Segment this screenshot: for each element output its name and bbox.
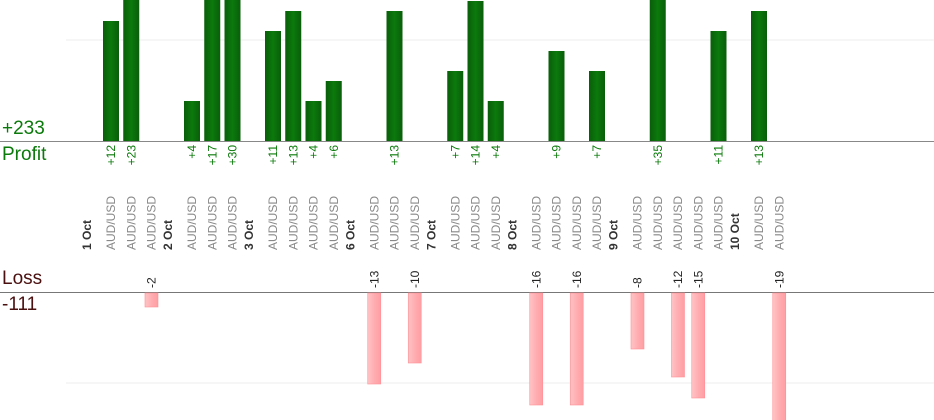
loss-bar: [367, 292, 382, 385]
loss-value-label: -15: [691, 270, 705, 288]
profit-value-label: +13: [388, 145, 402, 166]
profit-value-label: +30: [226, 145, 240, 166]
loss-value-label: -13: [367, 270, 381, 288]
symbol-label: AUD/USD: [651, 196, 665, 250]
symbol-label: AUD/USD: [104, 196, 118, 250]
date-label: 10 Oct: [728, 213, 742, 250]
symbol-label: AUD/USD: [590, 196, 604, 250]
profit-value-label: +12: [104, 145, 118, 166]
profit-bar: [649, 0, 666, 141]
profit-bar: [751, 11, 767, 141]
profit-value-label: +6: [327, 145, 341, 159]
symbol-label: AUD/USD: [185, 196, 199, 250]
profit-value-label: +23: [124, 145, 138, 166]
loss-bar: [691, 292, 706, 399]
loss-value-label: -16: [570, 270, 584, 288]
profit-bar: [386, 11, 403, 141]
profit-bar: [184, 101, 200, 141]
bars: [103, 0, 787, 420]
profit-bar: [265, 31, 281, 141]
profit-bar: [710, 31, 727, 141]
profit-value-label: +7: [590, 145, 604, 159]
symbol-label: AUD/USD: [286, 196, 300, 250]
profit-value-label: +17: [205, 145, 219, 166]
symbol-label: AUD/USD: [327, 196, 341, 250]
gridlines: [0, 39, 934, 384]
date-label: 6 Oct: [343, 220, 357, 250]
symbol-label: AUD/USD: [124, 196, 138, 250]
symbol-label: AUD/USD: [529, 196, 543, 250]
profit-value-label: +11: [712, 145, 726, 165]
profit-bar: [589, 71, 605, 141]
profit-value-label: +4: [489, 145, 503, 159]
loss-value-label: -19: [772, 270, 786, 288]
date-label: 7 Oct: [424, 220, 438, 250]
loss-bar: [671, 292, 685, 378]
profit-bar: [447, 71, 464, 141]
symbol-label: AUD/USD: [772, 196, 786, 250]
symbol-label: AUD/USD: [145, 196, 159, 250]
profit-value-label: +35: [651, 145, 665, 166]
loss-bar: [630, 292, 645, 350]
symbol-label: AUD/USD: [489, 196, 503, 250]
profit-bar: [204, 0, 221, 141]
date-label: 8 Oct: [505, 220, 519, 250]
profit-bar: [305, 101, 322, 141]
loss-bar: [569, 292, 584, 406]
profit-label: Profit: [2, 144, 47, 165]
symbol-label: AUD/USD: [205, 196, 219, 250]
loss-bar: [407, 292, 422, 364]
symbol-label: AUD/USD: [469, 196, 483, 250]
symbol-label: AUD/USD: [448, 196, 462, 250]
profit-value-label: +13: [286, 145, 300, 166]
loss-bar: [144, 292, 159, 308]
profit-value-label: +13: [752, 145, 766, 166]
profit-value-label: +4: [307, 145, 321, 159]
symbol-label: AUD/USD: [752, 196, 766, 250]
profit-value-label: +11: [266, 145, 280, 165]
symbol-label: AUD/USD: [307, 196, 321, 250]
symbol-label: AUD/USD: [367, 196, 381, 250]
symbol-label: AUD/USD: [631, 196, 645, 250]
date-label: 3 Oct: [242, 220, 256, 250]
loss-label: Loss: [2, 268, 43, 289]
symbol-label: AUD/USD: [408, 196, 422, 250]
profit-bar: [487, 101, 504, 141]
symbol-label: AUD/USD: [691, 196, 705, 250]
profit-total: +233: [2, 118, 45, 139]
profit-bar: [285, 11, 302, 141]
symbol-label: AUD/USD: [226, 196, 240, 250]
loss-total: -111: [2, 294, 38, 315]
symbol-label: AUD/USD: [712, 196, 726, 250]
date-label: 2 Oct: [161, 220, 175, 250]
loss-value-label: -12: [671, 270, 685, 288]
symbol-label: AUD/USD: [550, 196, 564, 250]
profit-bar: [325, 81, 342, 141]
loss-value-label: -8: [631, 277, 645, 288]
symbol-label: AUD/USD: [570, 196, 584, 250]
symbol-label: AUD/USD: [671, 196, 685, 250]
profit-value-label: +7: [448, 145, 462, 159]
profit-bar: [123, 0, 140, 141]
profit-bar: [548, 51, 565, 141]
date-label: 9 Oct: [607, 220, 621, 250]
profit-bar: [224, 0, 241, 141]
symbol-label: AUD/USD: [388, 196, 402, 250]
loss-value-label: -10: [408, 270, 422, 288]
symbol-label: AUD/USD: [266, 196, 280, 250]
loss-value-label: -16: [529, 270, 543, 288]
profit-value-label: +9: [550, 145, 564, 159]
profit-value-label: +4: [185, 145, 199, 159]
profit-value-label: +14: [469, 145, 483, 166]
loss-bar: [772, 292, 787, 420]
loss-bar: [529, 292, 544, 406]
date-label: 1 Oct: [80, 220, 94, 250]
loss-value-label: -2: [145, 277, 159, 288]
profit-bar: [467, 1, 484, 141]
profit-bar: [103, 21, 119, 141]
